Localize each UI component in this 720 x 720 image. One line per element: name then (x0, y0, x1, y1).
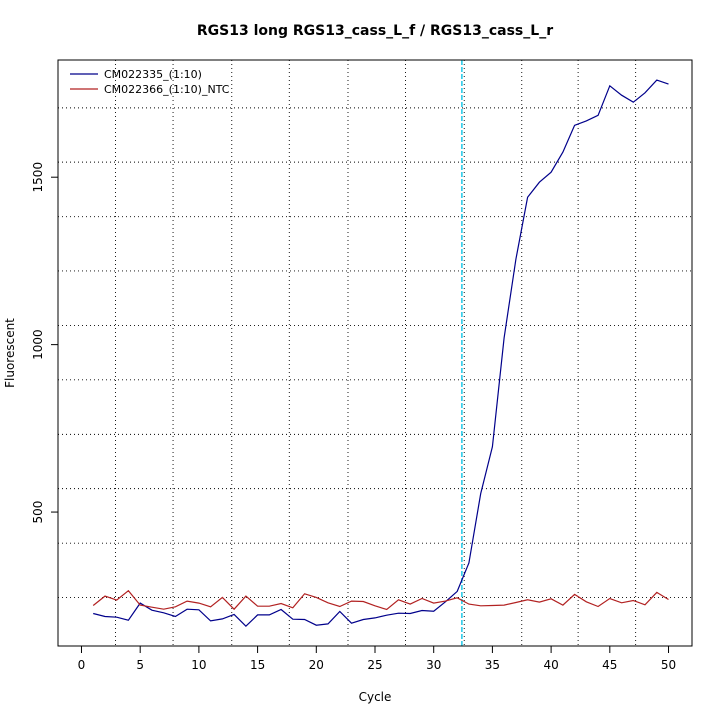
y-axis: 500 1000 1500 (31, 162, 58, 524)
y-tick-label: 500 (31, 501, 45, 524)
x-tick-label: 0 (78, 658, 86, 672)
y-axis-label: Fluorescent (3, 318, 17, 388)
x-axis: 0 5 10 15 20 25 30 35 40 45 50 (78, 646, 676, 672)
y-tick-label: 1500 (31, 162, 45, 193)
x-tick-label: 30 (426, 658, 441, 672)
x-tick-label: 50 (661, 658, 676, 672)
x-tick-label: 10 (191, 658, 206, 672)
x-tick-label: 45 (602, 658, 617, 672)
legend-label: CM022335_(1:10) (104, 68, 202, 81)
x-axis-label: Cycle (359, 690, 392, 704)
grid (58, 60, 692, 646)
x-tick-label: 35 (485, 658, 500, 672)
series-line (93, 79, 669, 628)
x-tick-label: 5 (136, 658, 144, 672)
x-tick-label: 15 (250, 658, 265, 672)
x-tick-label: 40 (543, 658, 558, 672)
y-tick-label: 1000 (31, 329, 45, 360)
legend-label: CM022366_(1:10)_NTC (104, 83, 230, 96)
x-tick-label: 20 (309, 658, 324, 672)
chart-title: RGS13 long RGS13_cass_L_f / RGS13_cass_L… (197, 23, 553, 39)
x-tick-label: 25 (367, 658, 382, 672)
legend: CM022335_(1:10) CM022366_(1:10)_NTC (70, 68, 230, 96)
series-line (92, 589, 669, 611)
series-lines (92, 79, 669, 628)
